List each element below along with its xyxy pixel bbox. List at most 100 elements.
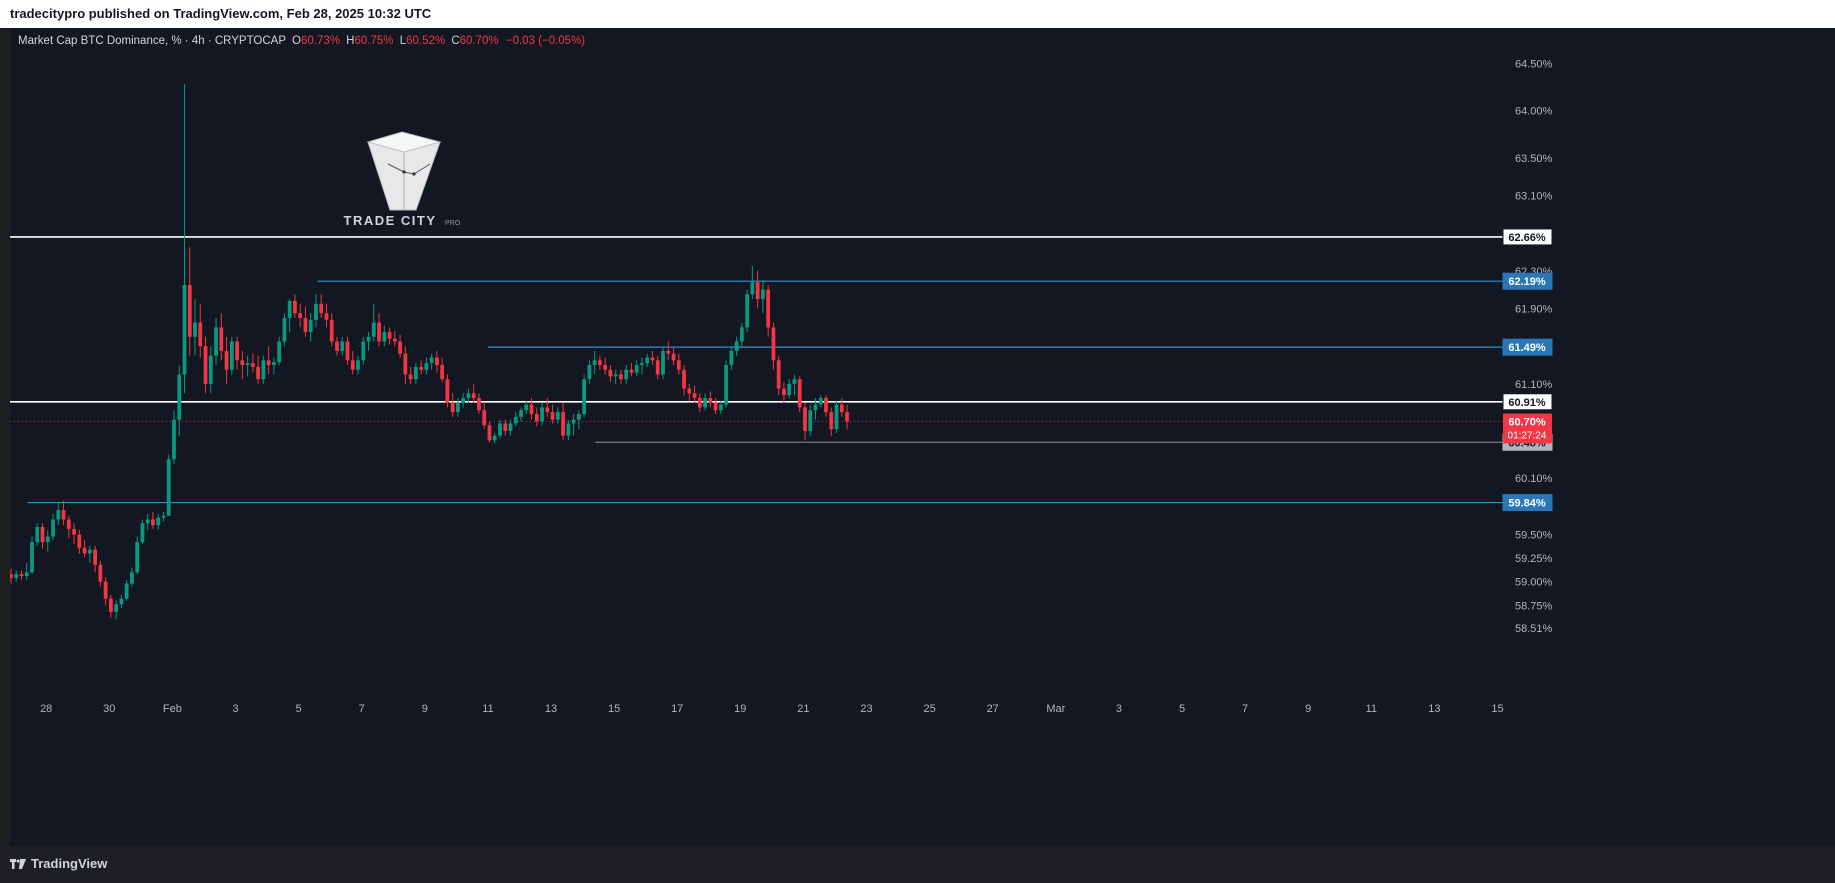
y-tick-label: 59.00% (1515, 577, 1553, 589)
candle-body (72, 528, 76, 535)
candle-body (661, 350, 665, 375)
candle-body (277, 341, 282, 363)
candle-body (61, 510, 66, 520)
x-tick-label: 13 (1428, 703, 1440, 715)
candle-body (119, 598, 124, 605)
candle-body (613, 374, 618, 377)
x-tick-label: 27 (987, 703, 999, 715)
candle-body (87, 549, 92, 554)
candle-body (513, 416, 518, 424)
candle-body (187, 284, 192, 337)
symbol-name: Market Cap BTC Dominance, % · 4h · CRYPT… (18, 35, 286, 47)
y-tick-label: 58.75% (1515, 600, 1553, 612)
tradingview-logo[interactable]: TradingView (10, 856, 107, 871)
candle-body (403, 353, 408, 375)
y-tick-label: 59.50% (1515, 530, 1553, 542)
footer-bar: TradingView (0, 846, 1835, 883)
candle-body (314, 303, 318, 320)
levels-layer (10, 236, 1504, 504)
candle-body (340, 341, 345, 351)
countdown-label: 01:27:24 (1508, 431, 1547, 442)
candle-body (813, 404, 818, 411)
candle-body (329, 319, 334, 342)
candle-body (629, 369, 634, 373)
low-label: L (399, 35, 407, 47)
price-tags-layer: 62.66%62.19%61.49%60.91%60.48%59.84%60.7… (1502, 228, 1553, 512)
level-price-tag (1502, 393, 1553, 411)
candle-body (224, 350, 229, 370)
level-price-label: 60.91% (1508, 397, 1546, 409)
candle-body (655, 360, 660, 375)
candle-body (24, 572, 29, 577)
candle-body (282, 317, 287, 342)
candle-body (708, 398, 713, 403)
candle-body (56, 510, 61, 520)
candle-body (319, 303, 324, 314)
x-tick-label: 7 (1242, 703, 1248, 715)
candle-body (803, 407, 807, 431)
candle-body (14, 574, 19, 578)
chart-frame[interactable]: 64.50% 64.00% 63.50% 63.10% 62.30% 61.90% 61.1… (10, 28, 1835, 846)
y-tick-label: 61.90% (1515, 304, 1553, 316)
y-tick-label: 60.10% (1515, 473, 1553, 485)
candle-body (93, 549, 97, 565)
candle-body (561, 412, 565, 436)
candle-body (555, 412, 560, 420)
candle-body (503, 423, 508, 431)
candle-body (839, 404, 844, 413)
x-tick-label: 15 (1491, 703, 1503, 715)
candle-body (413, 366, 418, 380)
candle-body (361, 341, 366, 361)
candle-body (408, 374, 413, 380)
candle-body (51, 519, 55, 537)
candle-body (845, 412, 849, 422)
candle-body (140, 523, 145, 543)
candle-body (219, 327, 224, 351)
x-tick-label: 5 (296, 703, 302, 715)
candle-body (366, 336, 371, 342)
candle-body (193, 322, 197, 337)
candle-body (724, 365, 728, 405)
tradingview-icon (10, 858, 26, 869)
candle-body (229, 341, 234, 370)
tradingview-brand: TradingView (31, 856, 108, 871)
candle-body (461, 398, 466, 403)
y-tick-label: 58.51% (1515, 623, 1553, 635)
y-tick-label: 63.50% (1515, 153, 1553, 165)
high-label: H (346, 35, 355, 47)
candle-body (829, 412, 834, 430)
candle-body (30, 542, 34, 573)
candle-body (245, 363, 250, 366)
candle-body (10, 574, 13, 578)
x-tick-label: 25 (923, 703, 935, 715)
tradecity-logo: TRADE CITY PRO (344, 131, 461, 228)
candle-body (771, 327, 776, 361)
candle-body (598, 360, 602, 366)
candle-body (256, 366, 261, 380)
level-price-tag (1502, 272, 1553, 290)
candle-body (603, 365, 608, 370)
candle-body (671, 353, 676, 361)
candle-body (729, 350, 734, 366)
chart-canvas[interactable]: 64.50%64.00%63.50%63.10%62.30%61.90%61.1… (10, 28, 1835, 846)
candle-body (776, 360, 781, 389)
change-value: −0.03 (−0.05%) (505, 35, 586, 47)
candle-body (156, 517, 161, 526)
candle-body (103, 581, 108, 599)
y-tick-label: 59.25% (1515, 553, 1553, 565)
candle-body (713, 402, 718, 411)
candle-body (755, 282, 760, 300)
x-tick-label: 3 (232, 703, 238, 715)
logo-sub-text: PRO (445, 220, 461, 227)
candle-body (98, 564, 103, 582)
candle-body (335, 341, 339, 351)
candle-body (666, 350, 671, 354)
candle-body (697, 398, 702, 408)
candle-body (482, 410, 487, 426)
candle-body (382, 332, 387, 342)
candle-body (566, 423, 571, 436)
open-label: O (292, 35, 301, 47)
candle-body (130, 572, 134, 584)
candle-body (761, 289, 765, 300)
candle-body (682, 369, 686, 389)
